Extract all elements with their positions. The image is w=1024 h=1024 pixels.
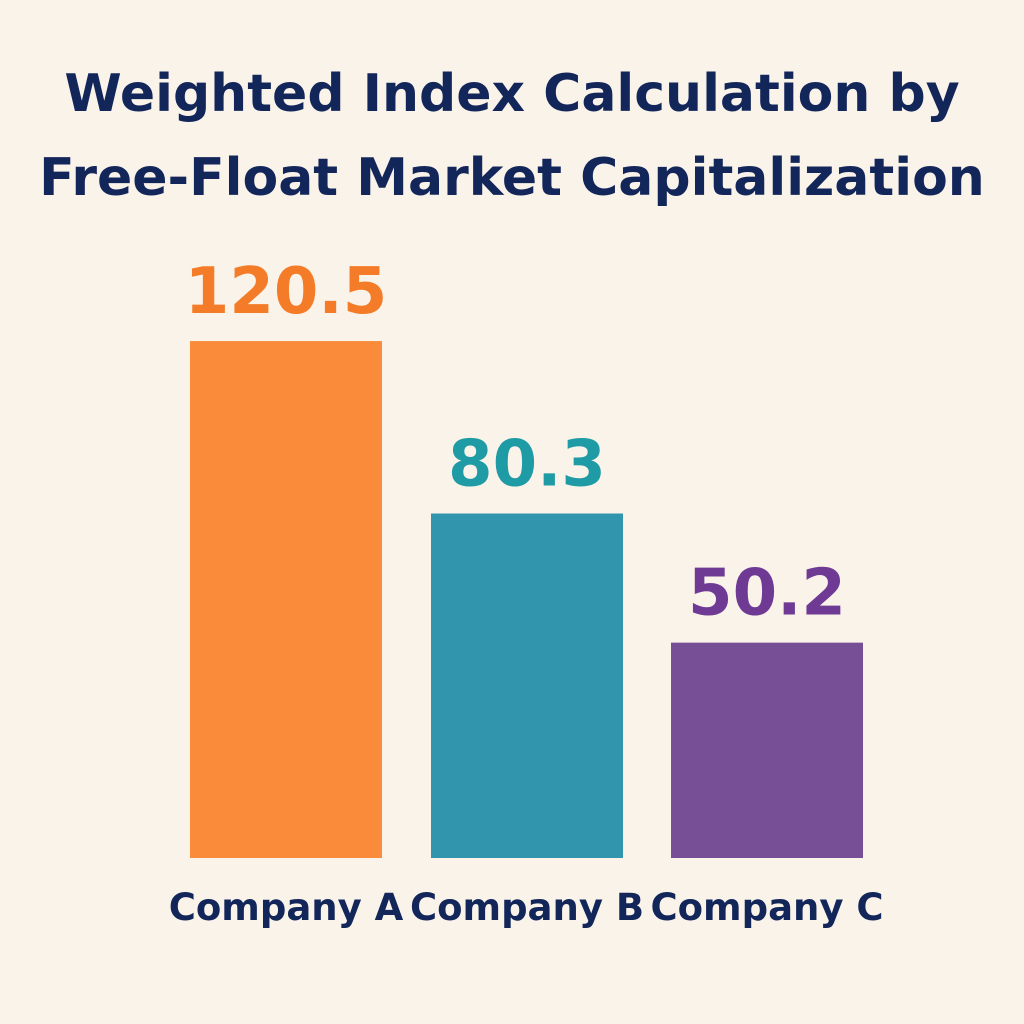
category-label-3: Company C	[650, 886, 883, 929]
bar-2	[431, 513, 623, 858]
value-label-2: 80.3	[448, 428, 606, 502]
bar-1	[190, 341, 382, 858]
category-label-2: Company B	[410, 886, 644, 929]
chart-title: Weighted Index Calculation by Free-Float…	[0, 52, 1024, 220]
value-label-3: 50.2	[688, 557, 846, 631]
chart-title-line-2: Free-Float Market Capitalization	[39, 148, 985, 208]
bar-3	[671, 642, 863, 858]
value-label-1: 120.5	[185, 255, 387, 329]
chart-title-line-1: Weighted Index Calculation by	[64, 64, 960, 124]
category-label-1: Company A	[169, 886, 404, 929]
